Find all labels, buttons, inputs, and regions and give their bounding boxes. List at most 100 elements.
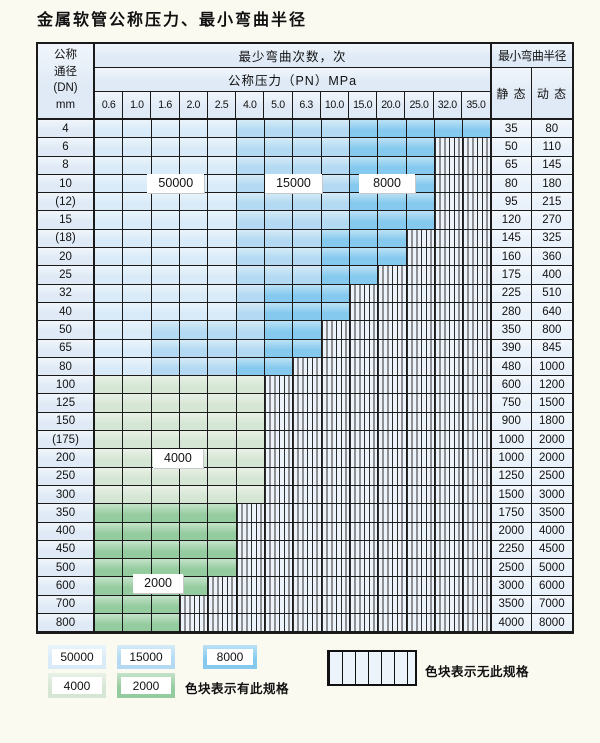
static-value-cell: 175 bbox=[491, 266, 532, 285]
no-spec-cell bbox=[435, 376, 464, 395]
spec-cell bbox=[151, 339, 181, 358]
spec-cell bbox=[180, 540, 209, 560]
dynamic-value-cell: 270 bbox=[531, 211, 572, 230]
spec-cell bbox=[151, 248, 181, 267]
static-value-cell: 160 bbox=[491, 248, 532, 267]
no-spec-cell bbox=[378, 485, 407, 505]
no-spec-cell bbox=[265, 412, 294, 432]
spec-cell bbox=[95, 559, 124, 578]
dynamic-value-cell: 360 bbox=[531, 248, 572, 267]
spec-cell bbox=[265, 321, 294, 340]
no-spec-cell bbox=[350, 522, 379, 541]
spec-cell bbox=[123, 321, 152, 340]
no-spec-cell bbox=[378, 339, 407, 358]
no-spec-cell bbox=[435, 229, 464, 249]
no-spec-cell bbox=[350, 595, 379, 615]
no-spec-cell bbox=[435, 193, 464, 212]
no-spec-cell bbox=[293, 522, 322, 541]
spec-cell bbox=[208, 120, 237, 139]
no-spec-cell bbox=[463, 412, 492, 432]
no-spec-cell bbox=[350, 302, 379, 322]
cycle-count-label: 8000 bbox=[358, 174, 416, 194]
no-spec-cell bbox=[293, 540, 322, 560]
dn-cell: 400 bbox=[38, 522, 95, 541]
spec-cell bbox=[95, 540, 124, 560]
spec-cell bbox=[350, 229, 379, 249]
table-row: 400 2000 4000 bbox=[38, 522, 572, 541]
no-spec-cell bbox=[435, 284, 464, 303]
no-spec-cell bbox=[321, 412, 351, 432]
dn-cell: 800 bbox=[38, 614, 95, 633]
dynamic-value-cell: 80 bbox=[531, 120, 572, 139]
spec-cell bbox=[378, 248, 407, 267]
table-row: 500 2500 5000 bbox=[38, 559, 572, 578]
no-spec-cell bbox=[463, 559, 492, 578]
spec-cell bbox=[293, 138, 322, 157]
no-spec-cell bbox=[321, 504, 351, 523]
spec-cell bbox=[208, 339, 237, 358]
no-spec-cell bbox=[435, 174, 464, 194]
no-spec-cell bbox=[350, 321, 379, 340]
spec-cell bbox=[236, 248, 266, 267]
spec-cell bbox=[265, 138, 294, 157]
no-spec-cell bbox=[350, 431, 379, 450]
dynamic-value-cell: 845 bbox=[531, 339, 572, 358]
no-spec-cell bbox=[321, 595, 351, 615]
table-row: 4 35 80 bbox=[38, 120, 572, 139]
no-spec-cell bbox=[435, 467, 464, 486]
no-spec-cell bbox=[435, 248, 464, 267]
spec-cell bbox=[208, 431, 237, 450]
pressure-tick: 32.0 bbox=[433, 92, 462, 118]
pressure-tick: 5.0 bbox=[264, 92, 293, 118]
static-value-cell: 1000 bbox=[491, 431, 532, 450]
spec-cell bbox=[95, 577, 124, 596]
no-spec-cell bbox=[350, 339, 379, 358]
dn-cell: 600 bbox=[38, 577, 95, 596]
spec-cell bbox=[151, 467, 181, 486]
spec-cell bbox=[236, 321, 266, 340]
no-spec-cell bbox=[350, 284, 379, 303]
no-spec-cell bbox=[265, 376, 294, 395]
no-spec-cell bbox=[463, 321, 492, 340]
no-spec-cell bbox=[293, 412, 322, 432]
no-spec-cell bbox=[406, 357, 436, 377]
no-spec-cell bbox=[435, 522, 464, 541]
spec-cell bbox=[123, 412, 152, 432]
spec-cell bbox=[180, 193, 209, 212]
table-header: 公称 通径 (DN) mm 最少弯曲次数，次 公称压力（PN）MPa 0.6 1.… bbox=[38, 44, 572, 120]
pressure-tick: 25.0 bbox=[405, 92, 434, 118]
spec-cell bbox=[123, 229, 152, 249]
dynamic-value-cell: 1500 bbox=[531, 394, 572, 413]
spec-cell bbox=[123, 522, 152, 541]
no-spec-cell bbox=[406, 431, 436, 450]
legend-chip-4000: 4000 bbox=[48, 673, 106, 698]
static-value-cell: 1500 bbox=[491, 485, 532, 505]
dynamic-value-cell: 7000 bbox=[531, 595, 572, 615]
spec-cell bbox=[208, 156, 237, 175]
table-row: 350 1750 3500 bbox=[38, 504, 572, 523]
no-spec-cell bbox=[435, 504, 464, 523]
legend-chip-label: 4000 bbox=[52, 677, 102, 694]
pressure-tick: 1.6 bbox=[151, 92, 180, 118]
no-spec-cell bbox=[463, 467, 492, 486]
no-spec-cell bbox=[406, 412, 436, 432]
spec-cell bbox=[321, 248, 351, 267]
corner-cell: 公称 通径 (DN) mm bbox=[38, 44, 95, 120]
static-value-cell: 2250 bbox=[491, 540, 532, 560]
spec-cell bbox=[350, 211, 379, 230]
spec-cell bbox=[123, 431, 152, 450]
spec-cell bbox=[406, 120, 436, 139]
spec-cell bbox=[180, 522, 209, 541]
no-spec-cell bbox=[378, 540, 407, 560]
no-spec-cell bbox=[350, 614, 379, 633]
no-spec-cell bbox=[463, 522, 492, 541]
table-row: 6 50 110 bbox=[38, 138, 572, 157]
spec-cell bbox=[321, 266, 351, 285]
cycle-count-label: 15000 bbox=[265, 174, 322, 194]
no-spec-cell bbox=[406, 376, 436, 395]
no-spec-cell bbox=[293, 467, 322, 486]
no-spec-cell bbox=[406, 522, 436, 541]
spec-cell bbox=[123, 156, 152, 175]
no-spec-cell bbox=[406, 577, 436, 596]
no-spec-cell bbox=[378, 614, 407, 633]
